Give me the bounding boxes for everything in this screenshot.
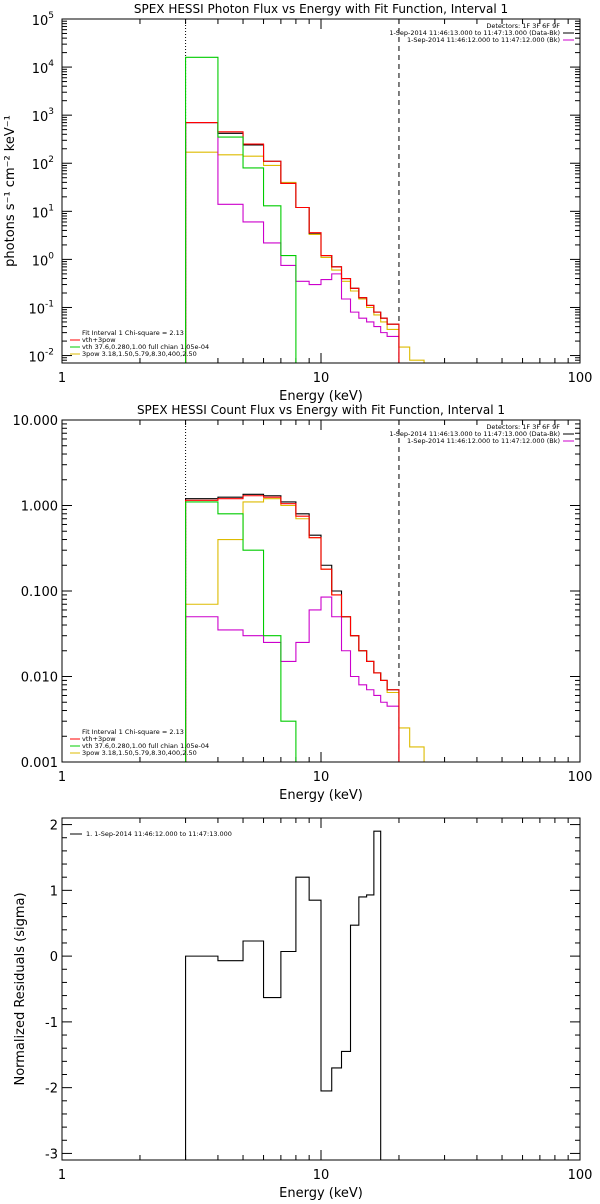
legend-bottom-left-text: Fit Interval 1 Chi-square = 2.13 [82,329,184,337]
y-tick-label: 0.010 [21,671,58,686]
y-tick-exp: 4 [48,59,54,69]
y-tick-label: 10.000 [13,414,59,429]
panel-3: 1 10 100 -3 -2 -1 0 1 2 Energy (keV) Normalized Re… [13,817,593,1201]
y-tick-label: 1 [50,884,58,899]
legend-bottom-left-text: vth 37.6,0.280,1.00 full chian 1.05e-04 [82,742,209,750]
legend-top-left-text: 1. 1-Sep-2014 11:46:12.000 to 11:47:13.0… [86,830,232,838]
legend-top-right-text: 1-Sep-2014 11:46:12.000 to 11:47:12.000 … [407,437,560,445]
series-group [185,56,425,363]
chart-title: SPEX HESSI Photon Flux vs Energy with Fi… [134,2,508,16]
y-tick-base: 10 [32,14,49,29]
y-tick-label: 102 [32,155,54,173]
series-line-2 [185,501,297,762]
series-line-2 [185,56,297,363]
series-line-1 [185,122,400,363]
y-tick-label: 0 [50,950,58,965]
y-tick-label: 105 [32,11,54,29]
series-group [185,830,382,1160]
legend-bottom-left-text: vth+3pow [82,735,116,743]
x-tick-label: 10 [313,371,330,386]
legend-top-right-text: Detectors: 1F 3F 6F 9F [486,423,560,431]
y-tick-base: 10 [32,254,49,269]
y-tick-base: 10 [32,62,49,77]
legend-top-right-text: 1-Sep-2014 11:46:12.000 to 11:47:12.000 … [407,36,560,44]
x-axis-label: Energy (keV) [279,788,363,803]
series-line-1 [185,495,400,762]
panel-1: SPEX HESSI Photon Flux vs Energy with Fi… [3,2,592,404]
legend-top-right-text: 1-Sep-2014 11:46:13.000 to 11:47:13.000 … [389,430,560,438]
y-tick-exp: -2 [45,348,54,358]
x-tick-label: 1 [58,770,66,785]
legend-top-right-text: Detectors: 1F 3F 6F 9F [486,22,560,30]
y-tick-exp: 0 [48,251,54,261]
x-axis-label: Energy (keV) [279,1186,363,1200]
y-tick-base: 10 [28,351,45,366]
tick-marks [61,419,581,763]
y-tick-label: -2 [45,1082,58,1097]
y-tick-base: 10 [32,158,49,173]
x-axis-label: Energy (keV) [279,389,363,404]
x-tick-label: 100 [568,1168,593,1183]
x-tick-label: 1 [58,371,66,386]
x-tick-label: 10 [313,770,330,785]
series-group [185,493,425,762]
y-tick-label: 10-2 [28,348,54,366]
y-tick-label: 2 [50,819,58,834]
series-line-4 [185,596,400,762]
y-tick-label: 103 [32,107,54,125]
series-line-3 [185,498,425,762]
legend-bottom-left-text: vth+3pow [82,336,116,344]
series-line-4 [185,122,400,363]
y-tick-label: 101 [32,203,54,221]
y-axis-label: Normalized Residuals (sigma) [13,892,28,1085]
y-tick-base: 10 [32,110,49,125]
y-tick-exp: 2 [48,155,54,165]
plot-frame [61,18,581,364]
y-tick-exp: -1 [45,299,54,309]
x-tick-label: 100 [568,770,593,785]
legend-bottom-left-text: vth 37.6,0.280,1.00 full chian 1.05e-04 [82,343,209,351]
y-tick-base: 10 [32,206,49,221]
y-tick-exp: 1 [48,203,54,213]
tick-marks [61,18,581,364]
chart-title: SPEX HESSI Count Flux vs Energy with Fit… [137,403,505,417]
y-tick-label: -1 [45,1016,58,1031]
y-axis-label: photons s⁻¹ cm⁻² keV⁻¹ [3,115,18,267]
y-tick-base: 10 [28,302,45,317]
legend-top-right-text: 1-Sep-2014 11:46:13.000 to 11:47:13.000 … [389,29,560,37]
y-tick-exp: 5 [48,11,54,21]
x-tick-label: 1 [58,1168,66,1183]
y-tick-label: 1.000 [21,500,58,515]
legend-bottom-left-text: 3pow 3.18,1.50,5.79,8.30,400,2.50 [82,749,197,757]
y-tick-label: 0.100 [21,585,58,600]
plot-frame [61,817,581,1161]
plot-frame [61,419,581,763]
y-tick-label: 0.001 [21,756,58,771]
y-tick-label: 100 [32,251,55,269]
x-tick-label: 100 [568,371,593,386]
series-line-3 [185,151,425,363]
legend-bottom-left-text: 3pow 3.18,1.50,5.79,8.30,400,2.50 [82,350,197,358]
y-tick-label: 104 [32,59,55,77]
y-tick-label: -3 [45,1147,58,1162]
panel-2: SPEX HESSI Count Flux vs Energy with Fit… [13,403,593,803]
series-line-0 [185,830,382,1160]
x-tick-label: 10 [313,1168,330,1183]
legend-bottom-left-text: Fit Interval 1 Chi-square = 2.13 [82,728,184,736]
y-tick-exp: 3 [48,107,54,117]
y-tick-label: 10-1 [28,299,54,317]
